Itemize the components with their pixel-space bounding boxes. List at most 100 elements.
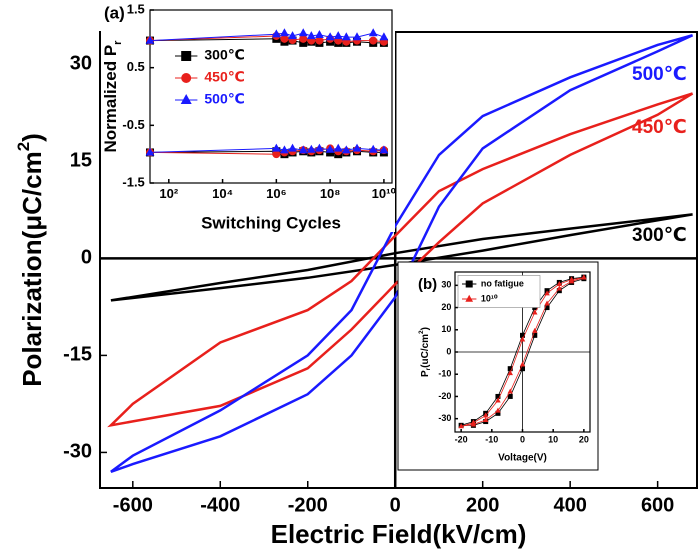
series-line xyxy=(110,213,693,302)
x-tick-label: 0 xyxy=(390,494,401,516)
y-tick-label: -30 xyxy=(63,441,92,463)
y-axis-title-part: r xyxy=(425,367,432,370)
marker xyxy=(272,150,281,159)
y-tick-label: -1.5 xyxy=(122,174,144,189)
marker xyxy=(470,421,477,427)
x-tick-label: -20 xyxy=(455,434,468,444)
x-axis-title: Electric Field(kV/cm) xyxy=(271,519,527,549)
marker xyxy=(507,388,513,394)
marker xyxy=(568,278,575,284)
panel-1: 10² 10⁴ 10⁶ 10⁸ 10¹⁰ -1.5 -0.5 0.5 1.5 Switching … xyxy=(101,0,396,232)
marker xyxy=(495,410,501,416)
y-tick-label: 0 xyxy=(446,346,451,356)
marker xyxy=(325,144,335,153)
y-tick-label: 0 xyxy=(81,247,92,269)
marker xyxy=(271,143,281,152)
inset-background xyxy=(101,0,395,232)
marker xyxy=(544,290,550,296)
marker xyxy=(352,143,362,152)
marker xyxy=(507,366,513,372)
legend-marker xyxy=(181,73,192,83)
series-annotation: 450℃ xyxy=(632,117,687,138)
series-line xyxy=(110,33,694,473)
y-axis-title-part: ) xyxy=(17,133,47,142)
x-tick-label: -10 xyxy=(485,434,498,444)
marker xyxy=(544,300,550,306)
marker xyxy=(145,147,155,156)
marker xyxy=(495,393,501,399)
marker xyxy=(482,412,489,418)
marker xyxy=(507,370,513,376)
marker xyxy=(280,28,289,37)
marker xyxy=(341,145,351,154)
marker xyxy=(368,144,378,153)
x-tick-label: 20 xyxy=(579,434,589,444)
marker xyxy=(368,28,378,37)
y-axis-title: Pr(uC/cm2) xyxy=(418,327,432,377)
legend-label: 300℃ xyxy=(204,47,244,63)
marker xyxy=(532,332,538,338)
legend-label: 450℃ xyxy=(204,69,244,85)
marker xyxy=(495,407,501,413)
marker xyxy=(298,145,308,154)
marker xyxy=(299,34,308,43)
y-tick-label: -10 xyxy=(438,369,451,379)
marker xyxy=(288,31,297,40)
y-axis-title: Normalized Pr xyxy=(101,40,123,153)
x-tick-label: 10⁸ xyxy=(320,186,341,201)
y-tick-label: 1.5 xyxy=(127,1,145,16)
x-tick-label: 400 xyxy=(553,494,586,516)
x-tick-label: 10⁶ xyxy=(266,186,286,201)
y-axis-title-part: r xyxy=(112,40,124,45)
y-tick-label: 30 xyxy=(70,53,92,75)
panel-2: -20 -10 0 10 20-30-20-100102030Voltage(V)Pr(… xyxy=(397,261,599,471)
marker xyxy=(333,143,343,152)
marker xyxy=(556,281,563,286)
marker xyxy=(532,327,538,333)
y-axis-title-part: (uC/cm xyxy=(420,334,431,368)
marker xyxy=(341,32,351,41)
marker xyxy=(325,32,335,41)
y-axis-title-part: P xyxy=(420,370,431,377)
marker xyxy=(306,31,316,40)
marker xyxy=(507,393,513,399)
marker xyxy=(581,274,587,280)
plot-frame xyxy=(99,31,698,489)
panel-label: (b) xyxy=(418,276,437,293)
legend-label: 500℃ xyxy=(204,91,244,107)
series-annotation: 300℃ xyxy=(632,225,687,246)
y-tick-label: -15 xyxy=(63,344,92,366)
marker xyxy=(458,423,464,429)
x-tick-label: 200 xyxy=(466,494,499,516)
marker xyxy=(379,145,389,154)
series-annotation: 500℃ xyxy=(632,64,687,85)
marker xyxy=(306,144,316,153)
marker xyxy=(544,305,550,311)
y-tick-label: 30 xyxy=(441,280,451,290)
y-axis-title-part: Normalized P xyxy=(101,45,120,153)
x-tick-label: -600 xyxy=(113,494,153,516)
marker xyxy=(352,32,362,41)
marker xyxy=(519,336,526,342)
panel-label: (a) xyxy=(104,3,125,22)
legend-marker xyxy=(181,51,192,61)
y-tick-label: 15 xyxy=(70,150,92,172)
marker xyxy=(520,332,525,338)
marker xyxy=(299,38,308,47)
y-tick-label: 20 xyxy=(441,302,451,312)
x-tick-label: -400 xyxy=(200,494,240,516)
x-axis-title: Switching Cycles xyxy=(201,213,341,232)
marker xyxy=(315,36,324,45)
x-tick-label: 10⁴ xyxy=(212,186,233,201)
y-tick-label: 10 xyxy=(441,324,451,334)
y-axis-title-part: 2 xyxy=(418,330,425,334)
marker xyxy=(271,29,281,38)
y-axis-title-part: Polarization(μC/cm xyxy=(17,151,47,387)
legend-label: 10¹⁰ xyxy=(481,293,498,303)
x-tick-label: 10² xyxy=(159,186,178,201)
marker xyxy=(298,28,308,37)
marker xyxy=(520,366,525,372)
x-tick-label: 0 xyxy=(520,434,525,444)
plot-frame xyxy=(149,9,393,184)
